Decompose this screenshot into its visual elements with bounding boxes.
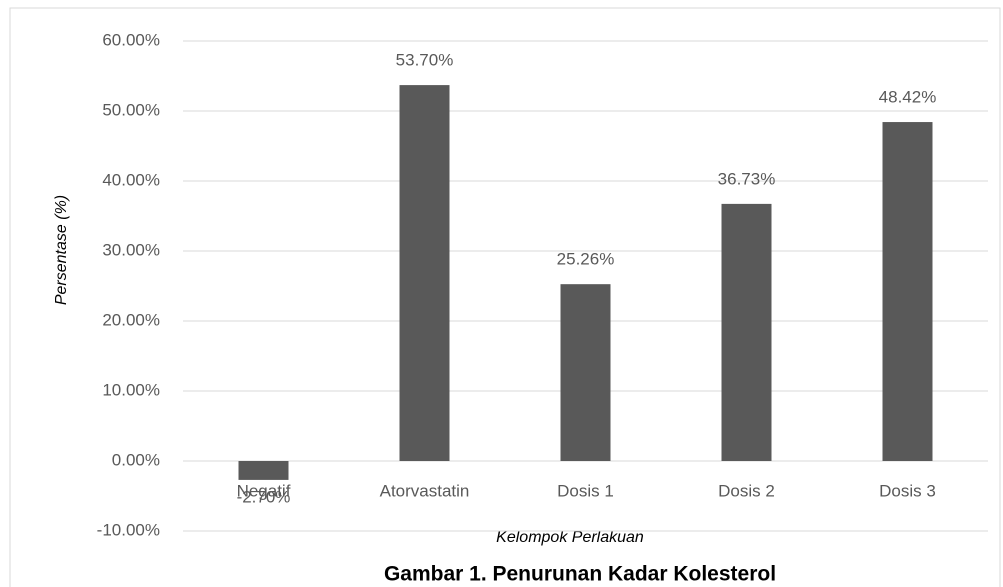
y-tick-label: -10.00% <box>97 520 160 539</box>
bar <box>560 284 611 461</box>
y-axis-title: Persentase (%) <box>53 195 70 305</box>
x-tick-label: Dosis 1 <box>557 481 614 500</box>
data-label: 36.73% <box>718 169 776 188</box>
x-tick-label: Dosis 3 <box>879 481 936 500</box>
y-tick-label: 0.00% <box>112 450 160 469</box>
y-tick-label: 50.00% <box>102 100 160 119</box>
x-tick-label: Dosis 2 <box>718 481 775 500</box>
chart-title: Gambar 1. Penurunan Kadar Kolesterol <box>384 563 776 586</box>
bar <box>399 85 450 461</box>
data-label: 48.42% <box>879 88 937 107</box>
chart-frame <box>9 7 1001 587</box>
data-label: 53.70% <box>396 51 454 70</box>
y-tick-label: 20.00% <box>102 310 160 329</box>
y-tick-label: 10.00% <box>102 380 160 399</box>
y-tick-label: 60.00% <box>102 30 160 49</box>
bar <box>721 203 772 461</box>
x-axis-title: Kelompok Perlakuan <box>496 529 644 546</box>
y-tick-label: 30.00% <box>102 240 160 259</box>
x-tick-label: Negatif <box>237 481 291 500</box>
bar <box>882 122 933 461</box>
y-tick-label: 40.00% <box>102 170 160 189</box>
data-label: -2.70% <box>237 487 291 506</box>
bar <box>238 461 289 480</box>
data-label: 25.26% <box>557 250 615 269</box>
x-tick-label: Atorvastatin <box>380 481 470 500</box>
